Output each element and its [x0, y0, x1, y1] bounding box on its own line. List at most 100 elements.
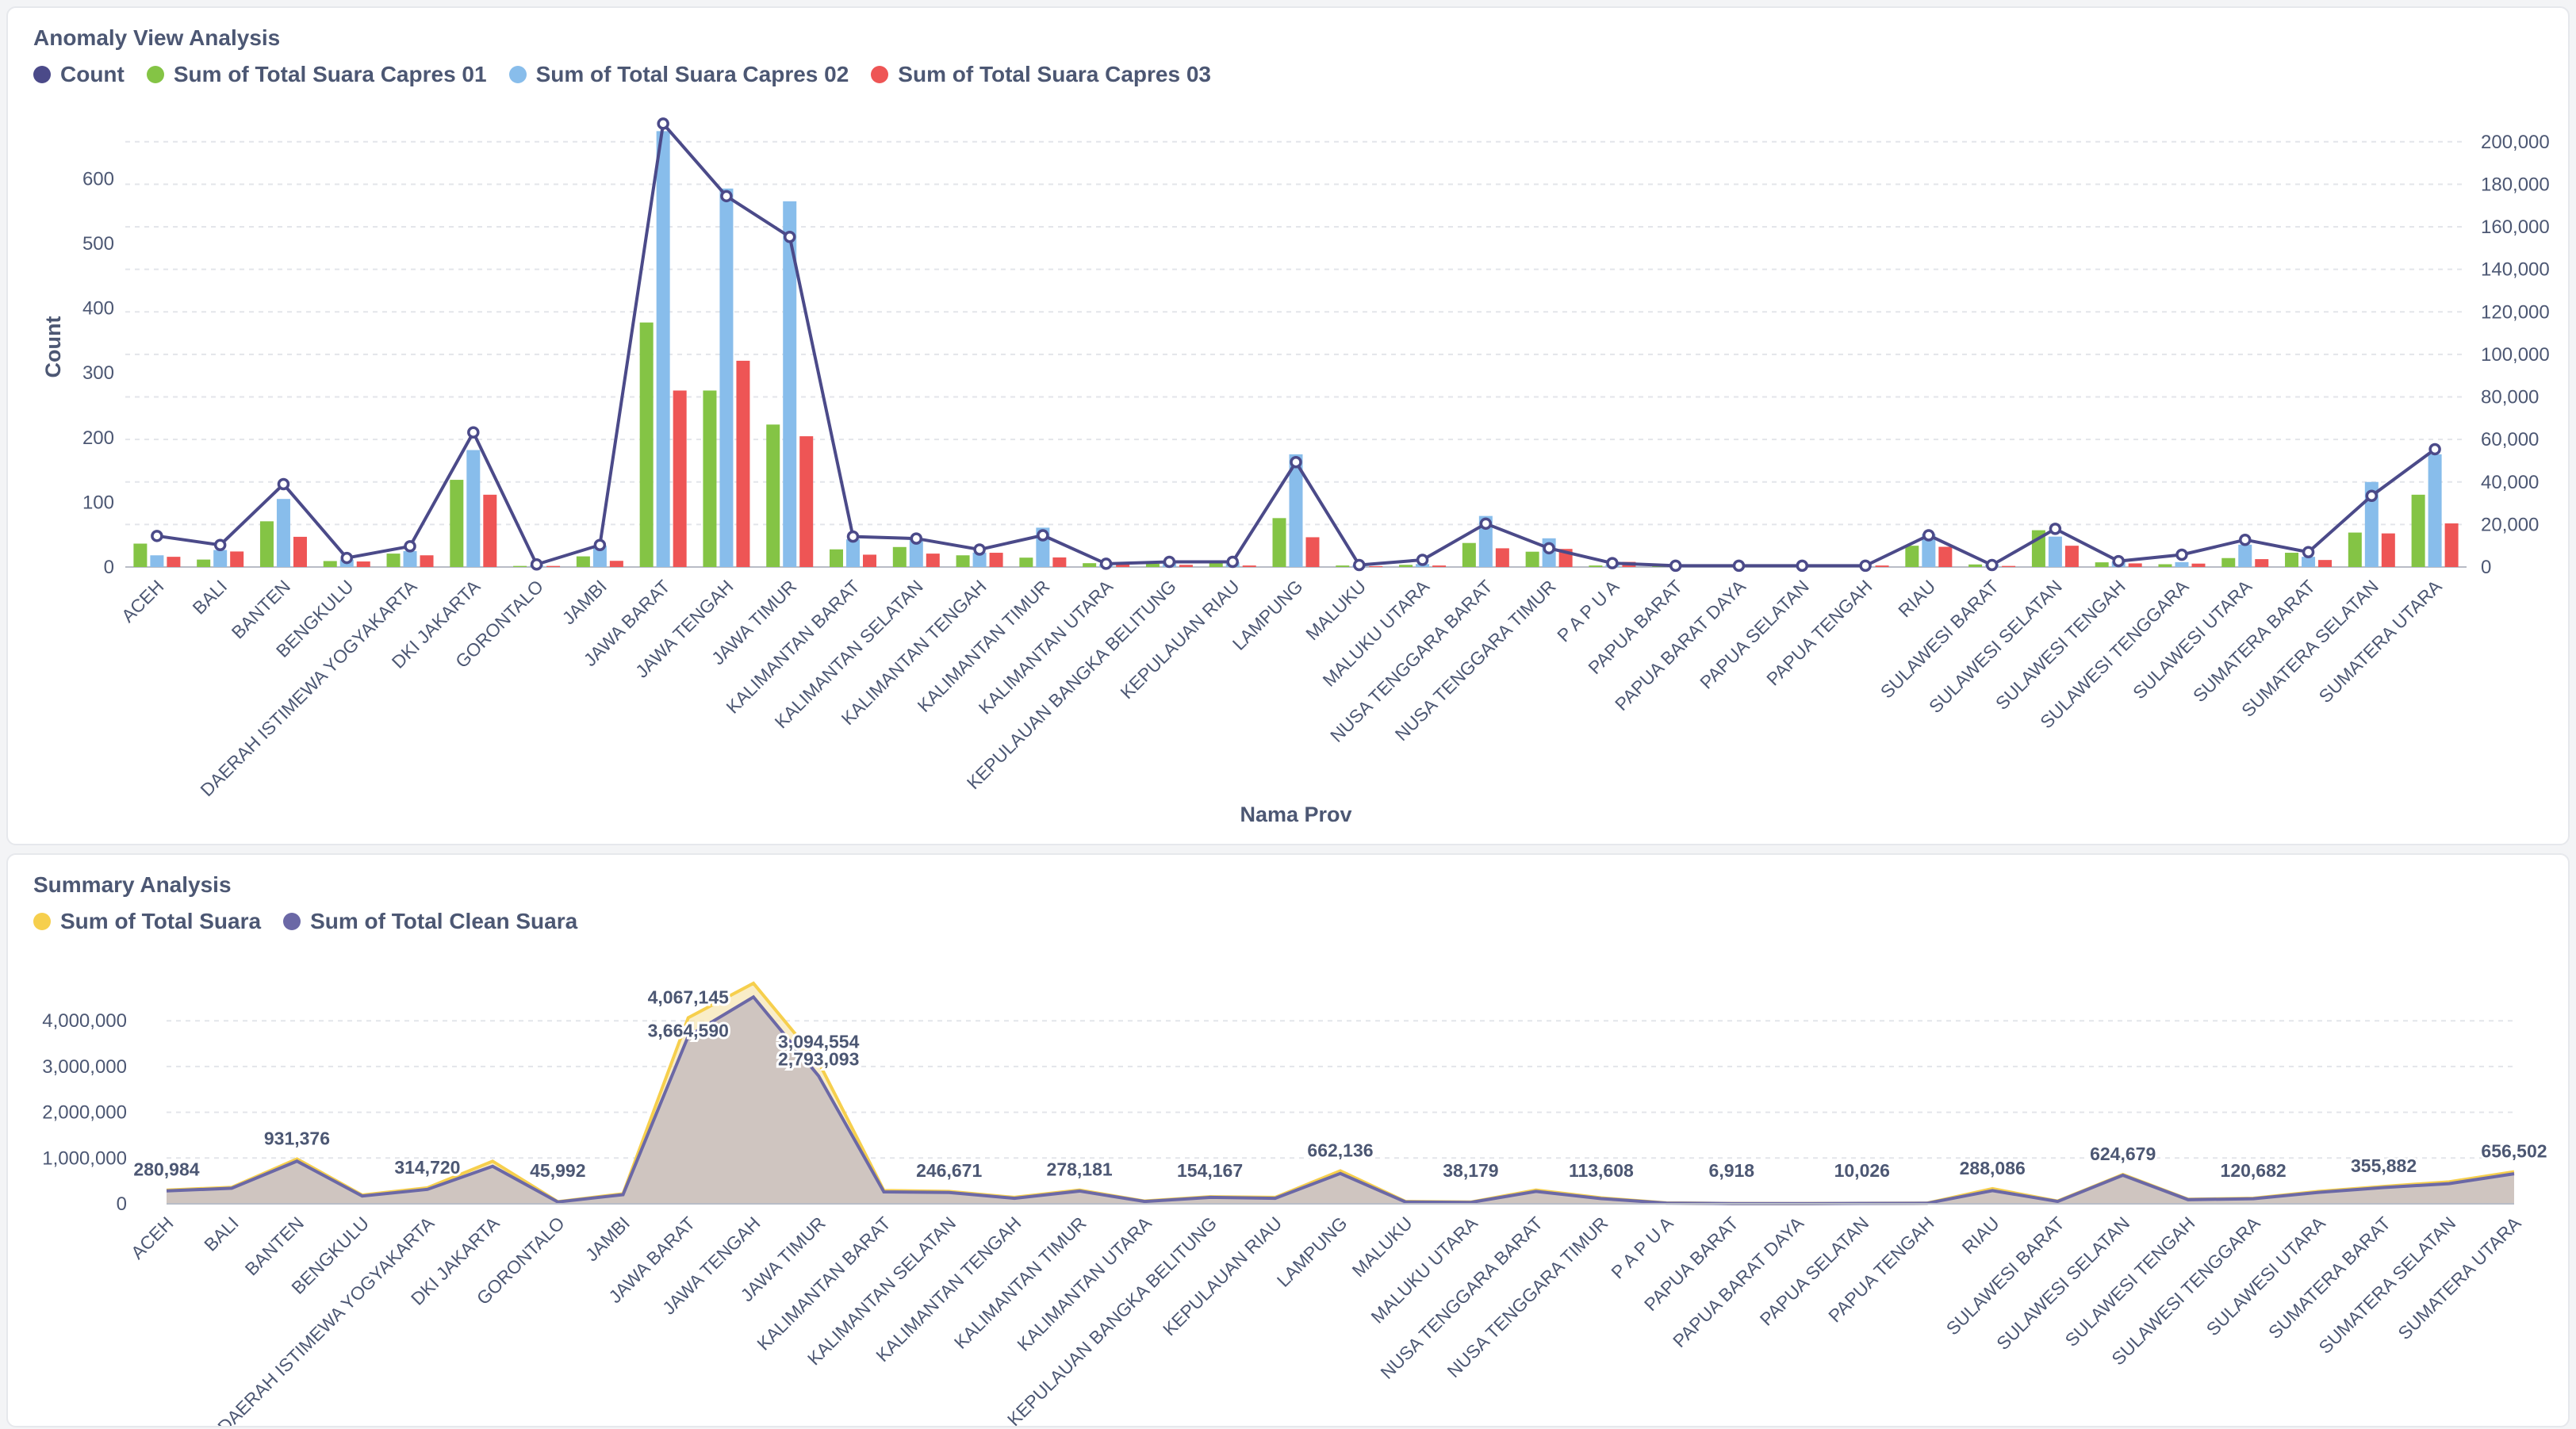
data-label: 38,179 — [1443, 1160, 1498, 1181]
bar — [2381, 533, 2395, 567]
bar — [1272, 518, 1286, 567]
x-tick-label: KEPULAUAN RIAU — [1159, 1213, 1286, 1339]
count-point — [2112, 554, 2125, 568]
y-tick-label: 0 — [104, 557, 114, 578]
y-tick-label: 1,000,000 — [42, 1147, 127, 1169]
y-tick-label: 600 — [82, 168, 114, 190]
data-label: 120,682 — [2221, 1160, 2287, 1181]
clean-suara-area — [167, 997, 2514, 1204]
data-label: 3,094,554 — [778, 1031, 860, 1052]
count-point — [593, 538, 607, 551]
count-point — [973, 543, 986, 556]
bar — [1495, 548, 1509, 567]
data-label: 3,664,590 — [648, 1020, 729, 1040]
x-tick-label: SUMATERA BARAT — [2264, 1213, 2394, 1343]
bar — [1875, 565, 1889, 567]
bar — [2221, 557, 2236, 567]
x-tick-label: BALI — [189, 576, 232, 619]
x-tick-label: BALI — [200, 1213, 243, 1255]
y2-tick-label: 60,000 — [2481, 429, 2539, 450]
bar — [197, 559, 211, 567]
bar — [1209, 561, 1223, 567]
y-tick-label: 200 — [82, 427, 114, 449]
legend-item-total-suara[interactable]: Sum of Total Suara — [33, 909, 261, 934]
bar — [956, 555, 970, 567]
x-tick-label: SULAWESI BARAT — [1876, 576, 2003, 702]
bar — [2364, 481, 2379, 567]
count-point — [2365, 489, 2379, 502]
legend-label: Count — [60, 62, 125, 86]
count-point — [1163, 555, 1176, 569]
x-tick-label: SULAWESI BARAT — [1942, 1213, 2068, 1339]
bar — [719, 188, 734, 568]
x-tick-label: JAMBI — [558, 576, 611, 628]
bar — [2191, 563, 2206, 567]
legend-label: Sum of Total Suara — [60, 909, 262, 933]
x-tick-label: PAPUA SELATAN — [1696, 576, 1813, 693]
count-point — [340, 551, 353, 565]
summary-chart-title[interactable]: Summary Analysis — [33, 872, 232, 897]
x-tick-label: ACEH — [117, 576, 168, 626]
bar — [972, 552, 987, 567]
bar — [386, 554, 401, 567]
bar — [2285, 553, 2299, 567]
legend-item-total-clean-suara[interactable]: Sum of Total Clean Suara — [283, 909, 577, 934]
legend-dot — [871, 66, 889, 83]
x-tick-label: SUMATERA UTARA — [2394, 1213, 2525, 1344]
count-point — [1099, 557, 1113, 570]
x-tick-label: BANTEN — [228, 576, 294, 642]
data-label: 154,167 — [1177, 1160, 1243, 1181]
x-tick-label: JAMBI — [581, 1213, 634, 1265]
legend-item-count[interactable]: Count — [33, 62, 125, 87]
legend-label: Sum of Total Clean Suara — [310, 909, 578, 933]
bar — [2158, 564, 2172, 567]
data-label: 113,608 — [1569, 1160, 1634, 1181]
data-label: 45,992 — [530, 1160, 585, 1181]
bar — [466, 450, 481, 567]
legend-item-capres-01[interactable]: Sum of Total Suara Capres 01 — [146, 62, 487, 87]
count-point — [1416, 554, 1429, 566]
data-label: 278,181 — [1047, 1159, 1113, 1180]
bar — [1289, 454, 1303, 567]
count-point — [783, 231, 796, 243]
x-tick-label: LAMPUNG — [1273, 1213, 1351, 1291]
count-point — [846, 530, 860, 543]
y2-tick-label: 80,000 — [2481, 387, 2539, 408]
y-tick-label: 4,000,000 — [42, 1010, 127, 1032]
clean-suara-line — [166, 994, 2515, 1205]
bar — [133, 543, 148, 567]
y-tick-label: 400 — [82, 298, 114, 320]
y-tick-label: 300 — [82, 362, 114, 384]
data-label: 624,679 — [2090, 1144, 2156, 1164]
bar — [926, 554, 940, 567]
bar — [1336, 565, 1350, 567]
y-tick-label: 500 — [82, 233, 114, 255]
summary-chart-svg: 0 1,000,000 2,000,000 3,000,000 4,000,000 280… — [42, 981, 2550, 1426]
data-label: 314,720 — [394, 1157, 460, 1178]
bar — [2048, 536, 2062, 567]
count-point — [2175, 548, 2188, 561]
count-point — [1985, 558, 1999, 572]
y-tick-label: 100 — [82, 492, 114, 513]
data-label: 2,793,093 — [778, 1048, 859, 1069]
bar — [736, 360, 750, 567]
anomaly-chart-title[interactable]: Anomaly View Analysis — [33, 25, 281, 50]
bar — [766, 424, 780, 567]
bar — [892, 546, 907, 567]
y2-tick-label: 20,000 — [2481, 514, 2539, 535]
anomaly-legend: Count Sum of Total Suara Capres 01 Sum o… — [33, 62, 1211, 87]
bar — [230, 551, 244, 567]
data-label: 656,502 — [2481, 1141, 2547, 1162]
legend-item-capres-02[interactable]: Sum of Total Suara Capres 02 — [508, 62, 849, 87]
count-point — [467, 426, 480, 439]
x-tick-label: KEPULAUAN RIAU — [1116, 576, 1243, 703]
data-label: 355,882 — [2351, 1155, 2417, 1176]
bar — [2302, 557, 2316, 567]
count-point — [910, 532, 923, 545]
bar — [592, 546, 607, 567]
legend-item-capres-03[interactable]: Sum of Total Suara Capres 03 — [871, 62, 1211, 87]
count-point — [720, 190, 733, 203]
bar — [1369, 565, 1383, 567]
data-label: 4,067,145 — [648, 987, 730, 1007]
x-tick-label: SUMATERA BARAT — [2189, 576, 2319, 706]
